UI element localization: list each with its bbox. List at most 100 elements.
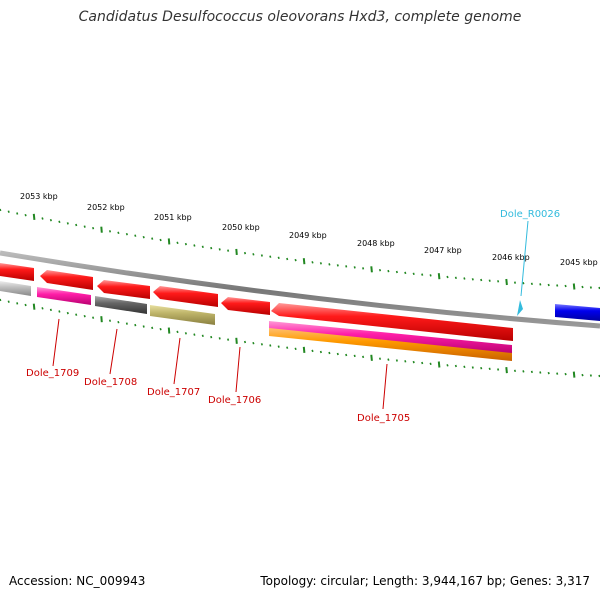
scale-minor-tick — [201, 245, 204, 249]
gene-label-dole-1706[interactable]: Dole_1706 — [208, 395, 261, 406]
gene-arrow[interactable] — [97, 280, 150, 299]
scale-minor-tick — [92, 226, 95, 230]
scale-minor-tick — [243, 251, 247, 255]
gene-arrow[interactable] — [221, 297, 270, 315]
scale-minor-tick — [522, 370, 525, 373]
scale-minor-tick — [66, 222, 69, 225]
scale-major-tick — [32, 303, 36, 310]
scale-minor-tick — [108, 319, 112, 322]
gene-label-dole-1705[interactable]: Dole_1705 — [357, 413, 410, 424]
scale-label-2047: 2047 kbp — [424, 246, 462, 255]
scale-minor-tick — [471, 366, 474, 369]
gene-label-dole-1707[interactable]: Dole_1707 — [147, 387, 200, 398]
topology-text: Topology: circular; Length: 3,944,167 bp… — [260, 574, 590, 588]
scale-minor-tick — [252, 253, 255, 256]
feature-bar[interactable] — [95, 296, 147, 314]
scale-major-tick — [235, 248, 238, 255]
rna-marker[interactable] — [517, 300, 523, 316]
scale-minor-tick — [446, 275, 449, 279]
scale-minor-tick — [497, 280, 500, 283]
scale-minor-tick — [75, 223, 78, 227]
gene-arrow[interactable] — [40, 270, 93, 290]
scale-minor-tick — [243, 340, 247, 344]
scale-label-2046: 2046 kbp — [492, 253, 530, 262]
scale-minor-tick — [0, 298, 2, 302]
feature-bar[interactable] — [150, 305, 215, 325]
scale-major-tick — [370, 354, 373, 361]
scale-major-tick — [235, 337, 238, 344]
scale-minor-tick — [421, 361, 424, 365]
scale-minor-tick — [362, 267, 365, 270]
scale-minor-tick — [345, 265, 348, 268]
scale-label-2049: 2049 kbp — [289, 231, 327, 240]
scale-minor-tick — [142, 325, 145, 328]
scale-minor-tick — [463, 277, 466, 280]
scale-minor-tick — [286, 257, 289, 261]
scale-minor-tick — [319, 350, 322, 354]
scale-minor-tick — [353, 266, 356, 269]
scale-minor-tick — [454, 276, 457, 280]
scale-minor-tick — [564, 372, 567, 376]
feature-bar[interactable] — [269, 321, 512, 354]
gene-label-dole-1708[interactable]: Dole_1708 — [84, 377, 137, 388]
scale-minor-tick — [513, 369, 517, 373]
gene-label-dole-r0026[interactable]: Dole_R0026 — [500, 209, 560, 220]
scale-label-2053: 2053 kbp — [20, 192, 58, 201]
scale-minor-tick — [353, 354, 356, 358]
scale-minor-tick — [387, 269, 390, 273]
scale-minor-tick — [159, 327, 162, 331]
scale-minor-tick — [125, 232, 128, 236]
scale-minor-tick — [328, 263, 331, 266]
gene-arrow[interactable] — [271, 303, 513, 341]
scale-minor-tick — [41, 307, 44, 310]
scale-minor-tick — [547, 371, 550, 375]
scale-minor-tick — [513, 281, 517, 284]
scale-minor-tick — [311, 349, 314, 353]
scale-minor-tick — [58, 220, 61, 224]
scale-minor-tick — [260, 343, 263, 346]
scale-minor-tick — [581, 373, 584, 377]
scale-minor-tick — [539, 371, 542, 374]
leader-line — [520, 220, 529, 297]
scale-minor-tick — [488, 367, 491, 371]
scale-minor-tick — [117, 320, 120, 324]
scale-minor-tick — [218, 337, 221, 340]
scale-major-tick — [302, 258, 306, 265]
scale-minor-tick — [277, 256, 280, 260]
scale-minor-tick — [58, 310, 61, 313]
scale-minor-tick — [429, 274, 432, 277]
scale-label-2048: 2048 kbp — [357, 239, 395, 248]
scale-minor-tick — [286, 346, 289, 349]
scale-major-tick — [32, 213, 36, 220]
scale-major-tick — [167, 238, 171, 245]
feature-bar[interactable] — [37, 287, 91, 305]
scale-minor-tick — [454, 364, 457, 368]
scale-label-2050: 2050 kbp — [222, 223, 260, 232]
map-title: Candidatus Desulfococcus oleovorans Hxd3… — [78, 9, 522, 25]
scale-minor-tick — [269, 255, 272, 258]
feature-bar[interactable] — [0, 281, 31, 296]
scale-minor-tick — [564, 284, 567, 288]
scale-minor-tick — [260, 254, 263, 257]
scale-minor-tick — [471, 278, 474, 281]
scale-minor-tick — [421, 273, 424, 276]
scale-minor-tick — [328, 351, 331, 355]
gene-label-dole-1709[interactable]: Dole_1709 — [26, 368, 79, 379]
scale-minor-tick — [446, 364, 449, 367]
scale-minor-tick — [345, 353, 348, 357]
scale-label-2045: 2045 kbp — [560, 258, 598, 267]
scale-minor-tick — [378, 357, 382, 360]
leader-line — [235, 346, 241, 393]
feature-bar[interactable] — [269, 328, 512, 361]
scale-minor-tick — [336, 264, 339, 267]
gene-arrow[interactable] — [0, 263, 34, 281]
scale-minor-tick — [404, 360, 407, 363]
scale-minor-tick — [0, 208, 2, 212]
leader-line — [109, 328, 118, 375]
scale-major-tick — [505, 367, 508, 374]
gene-arrow[interactable] — [153, 286, 218, 307]
scale-major-tick — [437, 273, 441, 280]
scale-minor-tick — [49, 308, 52, 312]
gene-arrow[interactable] — [555, 304, 600, 321]
